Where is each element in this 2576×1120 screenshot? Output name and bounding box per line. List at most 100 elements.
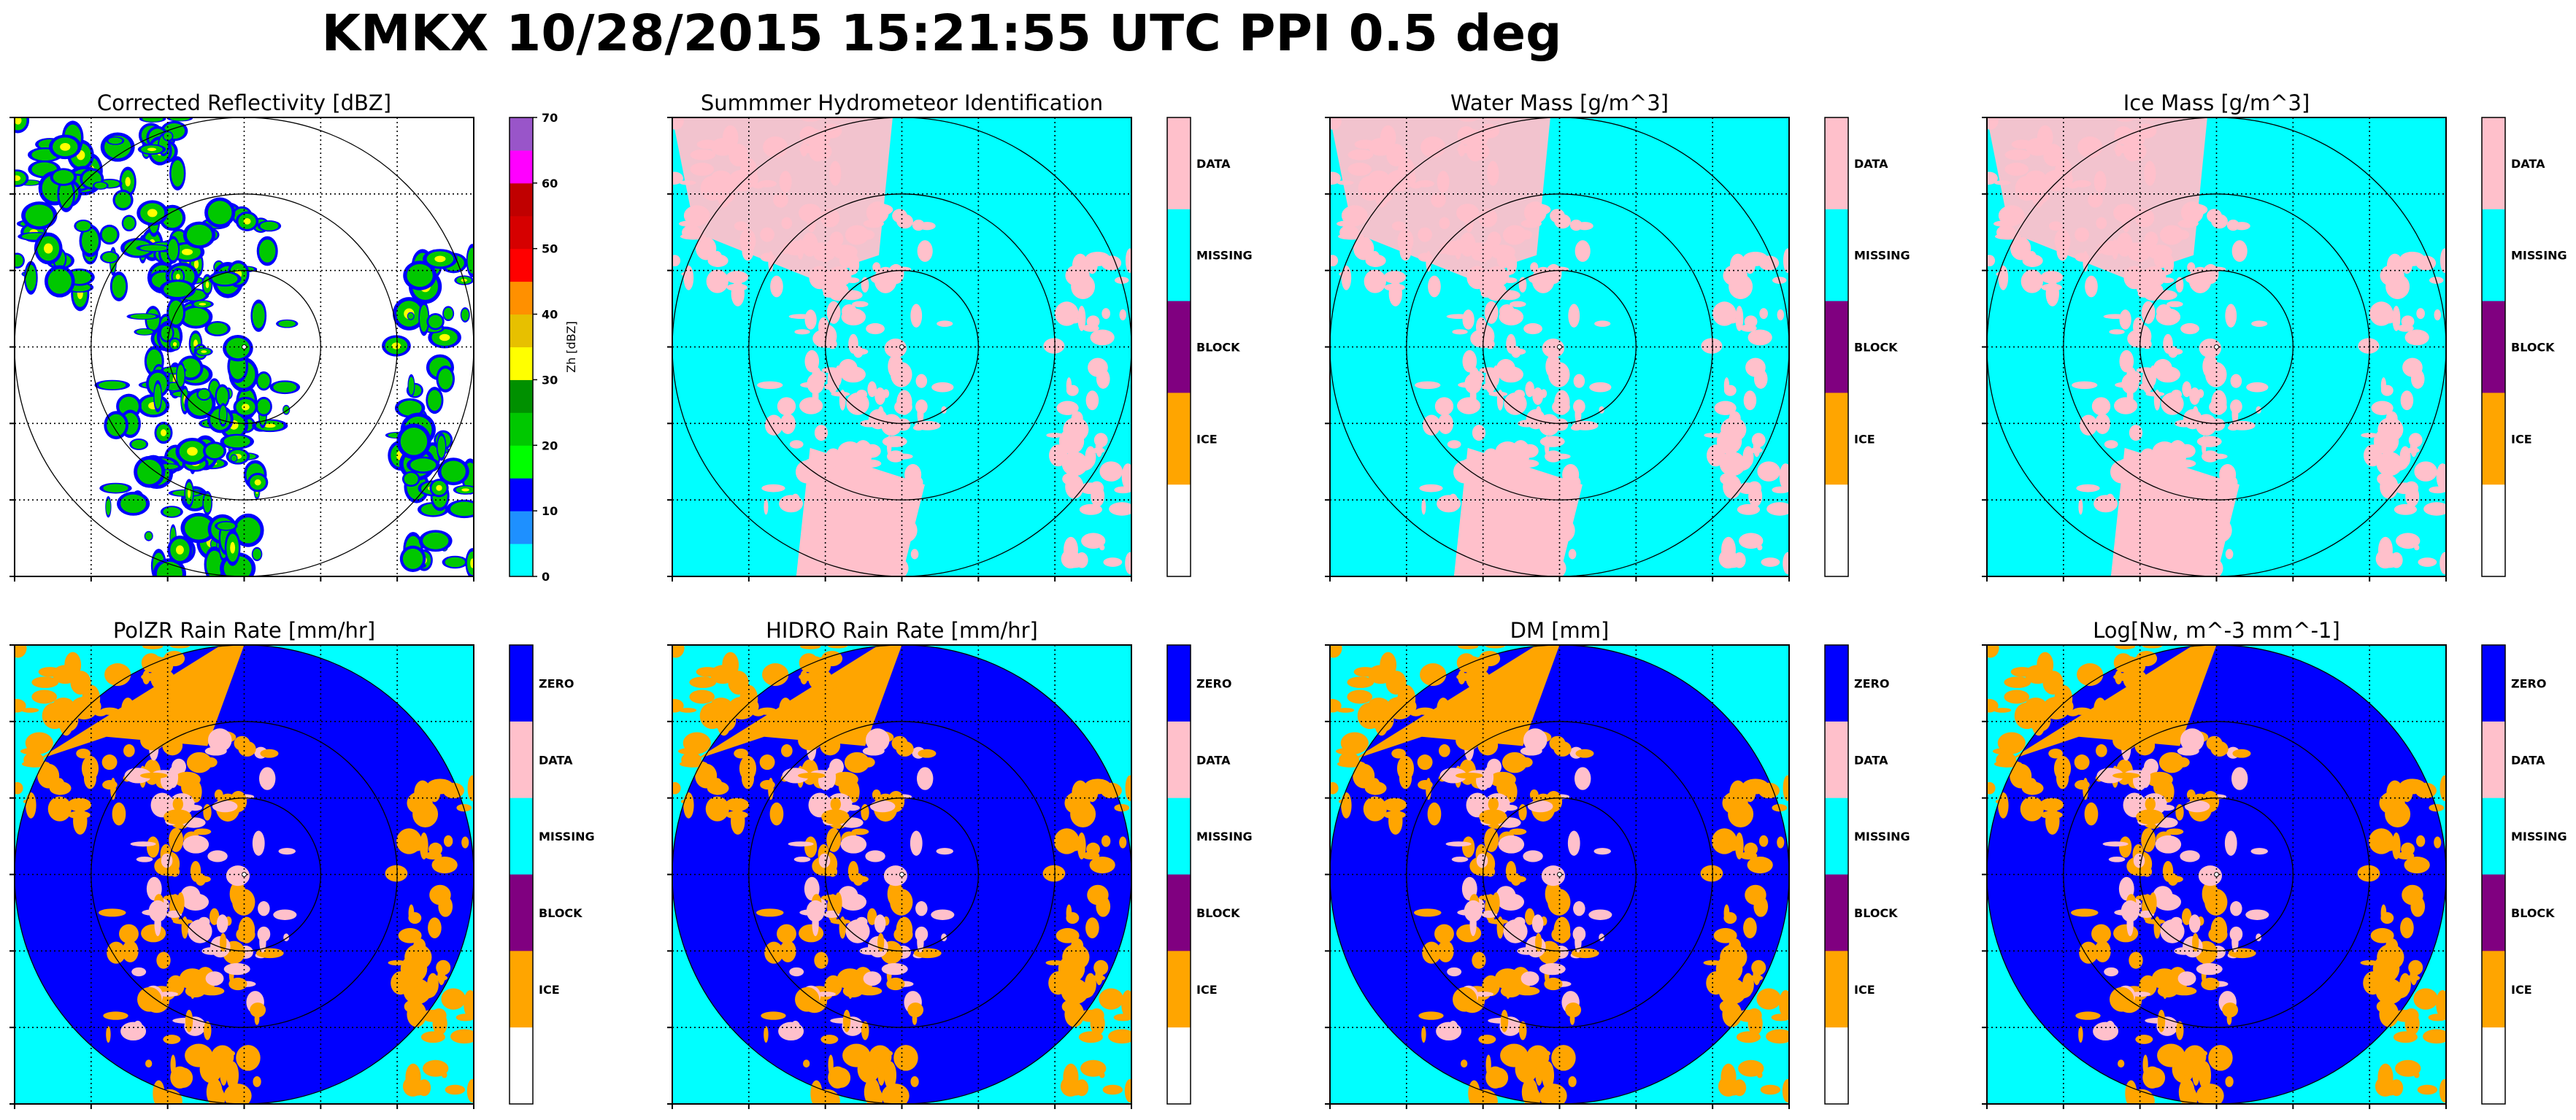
echo-cell: [1437, 171, 1450, 193]
colorbar: DATA MISSING BLOCK ICE: [1166, 117, 1253, 577]
echo-cell: [146, 836, 160, 858]
echo-cell: [2055, 171, 2073, 187]
echo-cell: [828, 687, 842, 714]
echo-cell: [1500, 1009, 1509, 1032]
range-ring: [1483, 270, 1637, 424]
echo-cell: [739, 755, 757, 781]
echo-cell: [1125, 775, 1131, 801]
echo-cell: [199, 303, 207, 306]
echo-cell: [2196, 436, 2222, 447]
echo-cell: [2091, 924, 2111, 944]
echo-cell: [1101, 835, 1111, 847]
echo-cell: [1427, 802, 1442, 826]
echo-cell: [789, 967, 804, 977]
echo-cell: [2416, 308, 2425, 320]
echo-cell: [2115, 645, 2136, 649]
range-ring: [1483, 797, 1637, 951]
echo-cell: [431, 1008, 447, 1023]
echo-cell: [445, 557, 466, 568]
echo-cell: [436, 484, 442, 491]
echo-cell: [1119, 836, 1127, 849]
echo-cell: [1567, 830, 1580, 856]
echo-cell: [2380, 840, 2386, 847]
panel-title: Water Mass [g/m^3]: [1450, 90, 1669, 115]
echo-cell: [1113, 1013, 1131, 1021]
echo-cell: [877, 932, 885, 952]
echo-cell: [1726, 986, 1752, 1000]
echo-cell: [2091, 397, 2111, 416]
echo-cell: [2110, 460, 2134, 484]
echo-cell: [1573, 901, 1585, 916]
echo-cell: [1422, 414, 1441, 436]
echo-cell: [154, 911, 161, 937]
echo-cell: [26, 264, 36, 291]
echo-cell: [1103, 557, 1123, 567]
echo-cell: [1477, 326, 1488, 340]
radar-site-marker: [2214, 872, 2219, 877]
echo-cell: [103, 484, 128, 493]
colorbar-category-label: MISSING: [1854, 249, 1910, 263]
echo-cell: [1998, 265, 2009, 290]
colorbar-swatch: [510, 281, 533, 315]
echo-cell: [1437, 698, 1450, 722]
echo-cell: [690, 163, 715, 176]
echo-cell: [1568, 304, 1580, 328]
echo-cell: [918, 749, 937, 758]
echo-cell: [799, 245, 825, 251]
echo-cell: [915, 399, 928, 414]
echo-cell: [2020, 796, 2044, 822]
echo-cell: [212, 800, 238, 813]
echo-cell: [1461, 532, 1468, 540]
echo-cell: [832, 244, 858, 260]
echo-cell: [672, 781, 681, 795]
colorbar-tick-label: 0: [542, 570, 550, 584]
echo-cell: [141, 924, 166, 943]
echo-cell: [2112, 730, 2137, 751]
echo-cell: [1353, 236, 1374, 260]
echo-cell: [1526, 1067, 1532, 1076]
echo-cell: [2399, 779, 2426, 795]
colorbar-category-label: ZERO: [1196, 676, 1231, 690]
echo-cell: [875, 522, 893, 530]
echo-cell: [2084, 802, 2099, 826]
echo-cell: [864, 1078, 880, 1104]
echo-cell: [2379, 791, 2405, 815]
echo-cell: [177, 892, 185, 914]
panel-1: Corrected Reflectivity [dBZ] 0 10 20 30 40 50 6…: [9, 90, 578, 584]
echo-cell: [439, 333, 450, 341]
echo-cell: [102, 252, 118, 263]
echo-cell: [883, 865, 908, 887]
colorbar-swatch-block: [510, 874, 533, 951]
colorbar-frame: [509, 117, 534, 577]
echo-cell: [856, 390, 868, 399]
echo-cell: [1423, 137, 1437, 144]
echo-cell: [1464, 900, 1483, 922]
echo-cell: [1102, 1084, 1123, 1095]
echo-cell: [455, 1013, 474, 1021]
echo-cell: [2119, 349, 2134, 373]
echo-cell: [2415, 835, 2426, 847]
echo-cell: [877, 406, 884, 424]
echo-cell: [1472, 1089, 1498, 1104]
echo-cell: [2088, 192, 2103, 208]
echo-cell: [1738, 1059, 1764, 1077]
echo-cell: [1718, 1075, 1739, 1097]
echo-cell: [1108, 1029, 1131, 1044]
echo-cell: [76, 220, 91, 231]
echo-cell: [779, 171, 792, 193]
echo-cell: [843, 517, 870, 539]
echo-cell: [1521, 444, 1539, 458]
echo-cell: [1056, 401, 1079, 416]
echo-cell: [769, 802, 784, 826]
echo-cell: [1525, 908, 1535, 925]
colorbar-swatch-blank: [2482, 484, 2505, 576]
echo-cell: [2159, 225, 2184, 245]
echo-cell: [798, 772, 826, 779]
echo-cell: [1472, 951, 1486, 969]
echo-cell: [156, 1089, 182, 1104]
echo-cell: [2145, 270, 2156, 283]
panel-7: DM [mm] ZERO DATA MISSING BLOCK ICE: [1325, 618, 1910, 1109]
echo-field: [672, 645, 1131, 1104]
echo-cell: [888, 455, 895, 461]
echo-cell: [441, 460, 466, 482]
